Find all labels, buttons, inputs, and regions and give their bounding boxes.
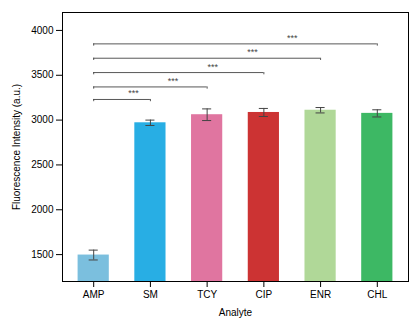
svg-text:SM: SM <box>143 289 158 300</box>
svg-text:2000: 2000 <box>31 204 54 215</box>
svg-text:ENR: ENR <box>310 289 331 300</box>
svg-text:***: *** <box>247 47 258 57</box>
svg-text:CHL: CHL <box>367 289 387 300</box>
svg-text:***: *** <box>128 88 139 98</box>
svg-text:2500: 2500 <box>31 159 54 170</box>
svg-text:4000: 4000 <box>31 25 54 36</box>
svg-text:AMP: AMP <box>83 289 105 300</box>
svg-text:***: *** <box>208 62 219 72</box>
svg-text:3000: 3000 <box>31 114 54 125</box>
svg-text:3500: 3500 <box>31 69 54 80</box>
svg-text:***: *** <box>287 33 298 43</box>
svg-text:1500: 1500 <box>31 249 54 260</box>
svg-text:Fluorescence Intensity (a.u.): Fluorescence Intensity (a.u.) <box>11 84 22 210</box>
svg-text:CIP: CIP <box>256 289 273 300</box>
svg-text:TCY: TCY <box>197 289 217 300</box>
svg-text:***: *** <box>168 76 179 86</box>
svg-text:Analyte: Analyte <box>219 307 253 318</box>
